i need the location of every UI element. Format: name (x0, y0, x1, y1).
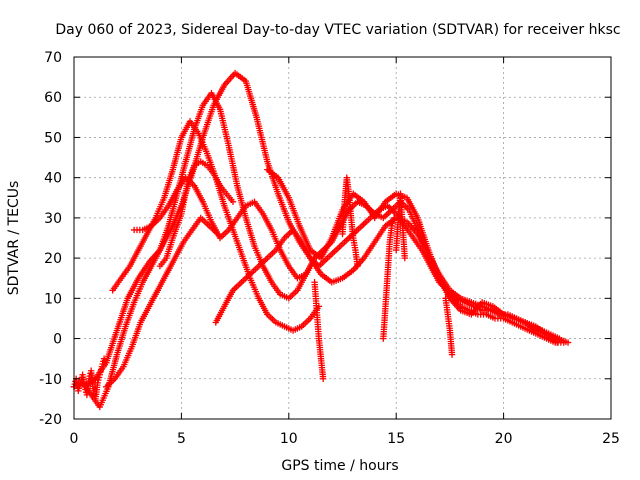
x-tick-label: 15 (387, 431, 405, 447)
series-spike-2 (393, 190, 408, 262)
x-tick-label: 20 (495, 431, 513, 447)
y-tick-label: 30 (44, 211, 62, 227)
series-drop-1 (311, 279, 327, 382)
series-start-cluster (70, 355, 110, 403)
data-point-marker (354, 262, 361, 270)
series-arc-6 (264, 166, 561, 346)
data-point-marker (401, 254, 408, 262)
plot-area-frame (73, 56, 612, 420)
x-tick-label: 5 (177, 431, 186, 447)
data-point-marker (229, 198, 237, 205)
y-tick-label: 50 (44, 130, 62, 146)
series-arc-8 (103, 214, 222, 391)
data-point-marker (103, 359, 110, 366)
y-tick-label: 20 (44, 251, 62, 267)
series-drop-2 (380, 214, 398, 342)
x-tick-label: 10 (280, 431, 298, 447)
y-tick-label: 0 (53, 332, 62, 348)
x-tick-label: 25 (602, 431, 620, 447)
data-point-marker (564, 339, 572, 346)
y-tick-label: 60 (44, 90, 62, 106)
y-axis-label: SDTVAR / TECUs (6, 181, 22, 296)
data-point-marker (448, 351, 456, 358)
data-point-marker (319, 375, 327, 382)
axis-ticks: 0 5 10 15 20 25 -20 -10 0 10 20 30 40 50 60 70 (39, 50, 620, 447)
data-point-marker (214, 230, 222, 238)
y-tick-label: 10 (44, 291, 62, 307)
data-point-marker (556, 335, 563, 342)
y-tick-label: 70 (44, 50, 62, 66)
series-arc-4 (130, 174, 318, 282)
series-arc-7 (156, 158, 237, 270)
data-point-marker (554, 339, 561, 346)
y-tick-label: -10 (39, 372, 62, 388)
y-tick-label: -20 (39, 412, 62, 428)
chart-title: Day 060 of 2023, Sidereal Day-to-day VTE… (55, 22, 620, 38)
data-points (70, 69, 572, 411)
x-tick-label: 0 (70, 431, 79, 447)
series-spike-1 (339, 174, 361, 270)
series-arc-1 (70, 90, 567, 411)
series-arc-3 (109, 118, 323, 334)
series-drop-3 (442, 295, 456, 358)
y-tick-label: 40 (44, 171, 62, 187)
x-axis-label: GPS time / hours (281, 458, 398, 474)
